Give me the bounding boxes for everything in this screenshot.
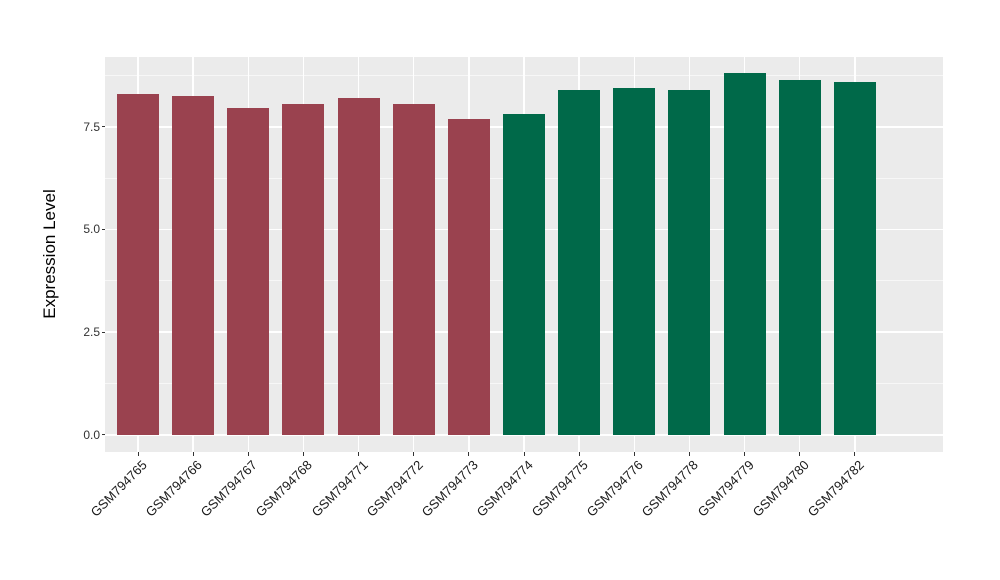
x-tick-mark-GSM794771 — [358, 452, 360, 456]
plot-panel — [105, 57, 943, 452]
x-tick-mark-GSM794772 — [413, 452, 415, 456]
x-tick-label-GSM794774: GSM794774 — [473, 457, 536, 520]
bar-GSM794778 — [668, 89, 711, 435]
y-tick-mark-0 — [101, 434, 105, 436]
x-tick-mark-GSM794767 — [247, 452, 249, 456]
x-tick-mark-GSM794776 — [633, 452, 635, 456]
bar-GSM794780 — [778, 79, 821, 435]
y-tick-mark-2.5 — [101, 331, 105, 333]
x-tick-mark-GSM794774 — [523, 452, 525, 456]
bar-GSM794779 — [723, 73, 766, 435]
x-tick-label-GSM794771: GSM794771 — [308, 457, 371, 520]
bar-GSM794776 — [613, 87, 656, 435]
x-tick-label-GSM794772: GSM794772 — [363, 457, 426, 520]
bar-GSM794774 — [503, 114, 545, 435]
x-tick-label-GSM794767: GSM794767 — [198, 457, 261, 520]
x-tick-mark-GSM794765 — [137, 452, 139, 456]
x-tick-label-GSM794766: GSM794766 — [142, 457, 206, 520]
bar-GSM794768 — [282, 104, 325, 435]
bar-GSM794766 — [172, 96, 215, 435]
x-tick-label-GSM794780: GSM794780 — [749, 457, 812, 520]
bar-GSM794771 — [337, 98, 380, 435]
y-tick-mark-5 — [101, 228, 105, 230]
x-tick-mark-GSM794768 — [302, 452, 304, 456]
x-tick-label-GSM794782: GSM794782 — [804, 457, 867, 520]
x-tick-label-GSM794775: GSM794775 — [528, 457, 592, 520]
x-tick-mark-GSM794780 — [799, 452, 801, 456]
x-tick-mark-GSM794766 — [192, 452, 194, 456]
x-tick-label-GSM794773: GSM794773 — [418, 457, 481, 520]
bar-GSM794773 — [447, 118, 490, 435]
bar-GSM794782 — [833, 81, 876, 435]
y-tick-mark-7.5 — [101, 126, 105, 128]
x-tick-label-GSM794779: GSM794779 — [694, 457, 757, 520]
x-tick-mark-GSM794779 — [744, 452, 746, 456]
x-tick-label-GSM794776: GSM794776 — [583, 457, 647, 520]
y-tick-label-2.5: 2.5 — [83, 325, 100, 340]
x-tick-label-GSM794765: GSM794765 — [87, 457, 150, 520]
y-axis-title: Expression Level — [40, 189, 59, 319]
x-tick-label-GSM794778: GSM794778 — [639, 457, 702, 520]
x-tick-mark-GSM794773 — [468, 452, 470, 456]
x-tick-mark-GSM794782 — [854, 452, 856, 456]
y-tick-label-0: 0.0 — [83, 427, 100, 442]
x-tick-label-GSM794768: GSM794768 — [253, 457, 316, 520]
y-tick-label-7.5: 7.5 — [83, 119, 100, 134]
x-tick-mark-GSM794775 — [578, 452, 580, 456]
bar-GSM794772 — [392, 104, 435, 435]
bar-GSM794775 — [558, 89, 601, 435]
x-tick-mark-GSM794778 — [688, 452, 690, 456]
bar-GSM794767 — [227, 108, 270, 435]
y-tick-label-5: 5.0 — [83, 222, 100, 237]
bar-GSM794765 — [117, 93, 160, 435]
